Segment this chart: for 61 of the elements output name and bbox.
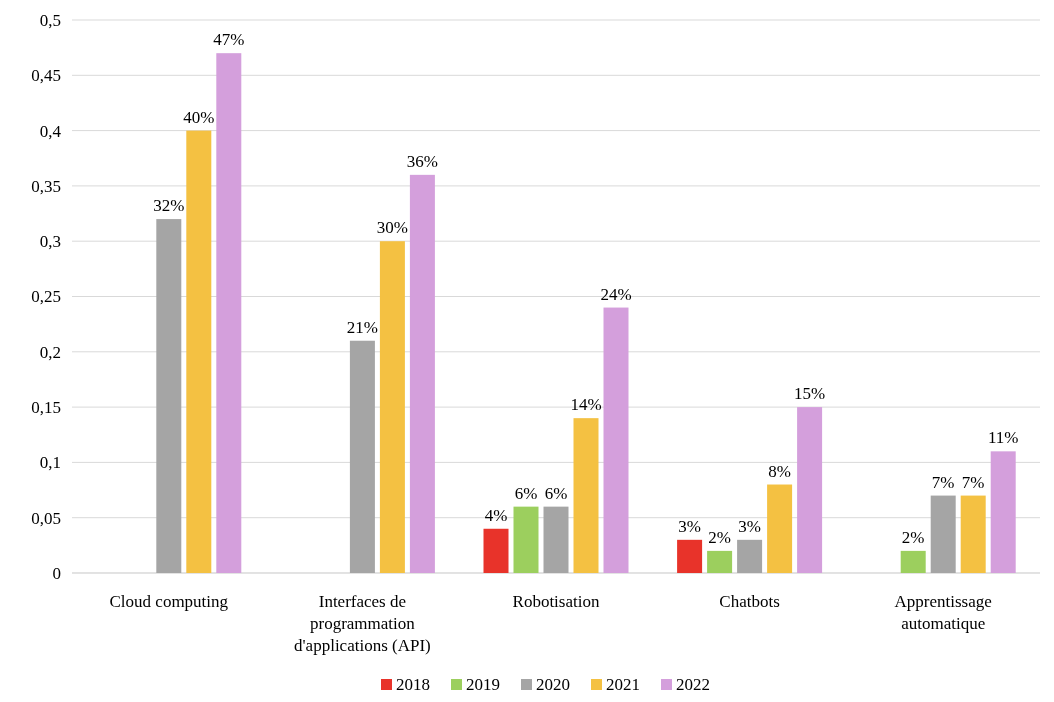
legend-label: 2019 [466,675,500,694]
bar [900,550,926,573]
legend-label: 2018 [396,675,430,694]
legend-label: 2022 [676,675,710,694]
y-tick-label: 0 [52,563,61,583]
data-label: 32% [153,196,185,216]
y-tick-label: 0,45 [31,66,61,86]
y-tick-label: 0,3 [39,232,61,252]
y-tick-label: 0,05 [31,508,61,528]
bar [603,307,629,573]
bar [409,174,435,573]
bar [513,506,539,573]
data-label: 15% [794,384,826,404]
data-label: 11% [987,428,1019,448]
bar [737,539,763,573]
data-label: 4% [484,505,508,525]
x-tick-label: Apprentissage automatique [894,592,992,633]
data-label: 2% [901,527,925,547]
x-tick-label: Chatbots [719,592,780,611]
data-label: 30% [376,218,408,238]
data-label: 21% [346,317,378,337]
bar [960,495,986,573]
bar [707,550,733,573]
data-label: 8% [768,461,791,481]
bar [573,418,599,573]
bar [930,495,956,573]
legend-label: 2021 [606,675,640,694]
bar [767,484,793,573]
y-tick-label: 0,1 [39,453,61,473]
y-tick-label: 0,2 [39,342,61,362]
data-label: 24% [600,284,632,304]
bar [677,539,703,573]
bar [216,53,242,573]
x-tick-label: Robotisation [512,592,600,611]
data-label: 6% [514,483,538,503]
data-label: 14% [570,395,602,415]
bar [543,506,569,573]
data-label: 36% [406,151,438,171]
x-tick-label: Cloud computing [109,592,229,611]
data-label: 3% [678,516,701,536]
data-label: 7% [961,472,985,492]
data-label: 47% [213,30,245,50]
bar [483,528,509,573]
bar [379,241,405,573]
bar [990,451,1016,573]
x-tick-label: Interfaces de programmation d'applications (API) [294,592,431,655]
data-label: 40% [183,107,215,127]
legend-label: 2020 [536,675,570,694]
y-tick-label: 0,15 [31,398,61,418]
data-label: 7% [931,472,955,492]
data-label: 3% [738,516,761,536]
data-label: 6% [544,483,568,503]
bar [156,219,182,573]
y-tick-label: 0,4 [39,121,62,141]
bar [186,130,212,573]
bar [797,407,823,573]
y-tick-label: 0,5 [39,10,61,30]
y-tick-label: 0,25 [31,287,61,307]
y-tick-label: 0,35 [31,176,61,196]
bar [349,340,375,573]
data-label: 2% [708,527,731,547]
